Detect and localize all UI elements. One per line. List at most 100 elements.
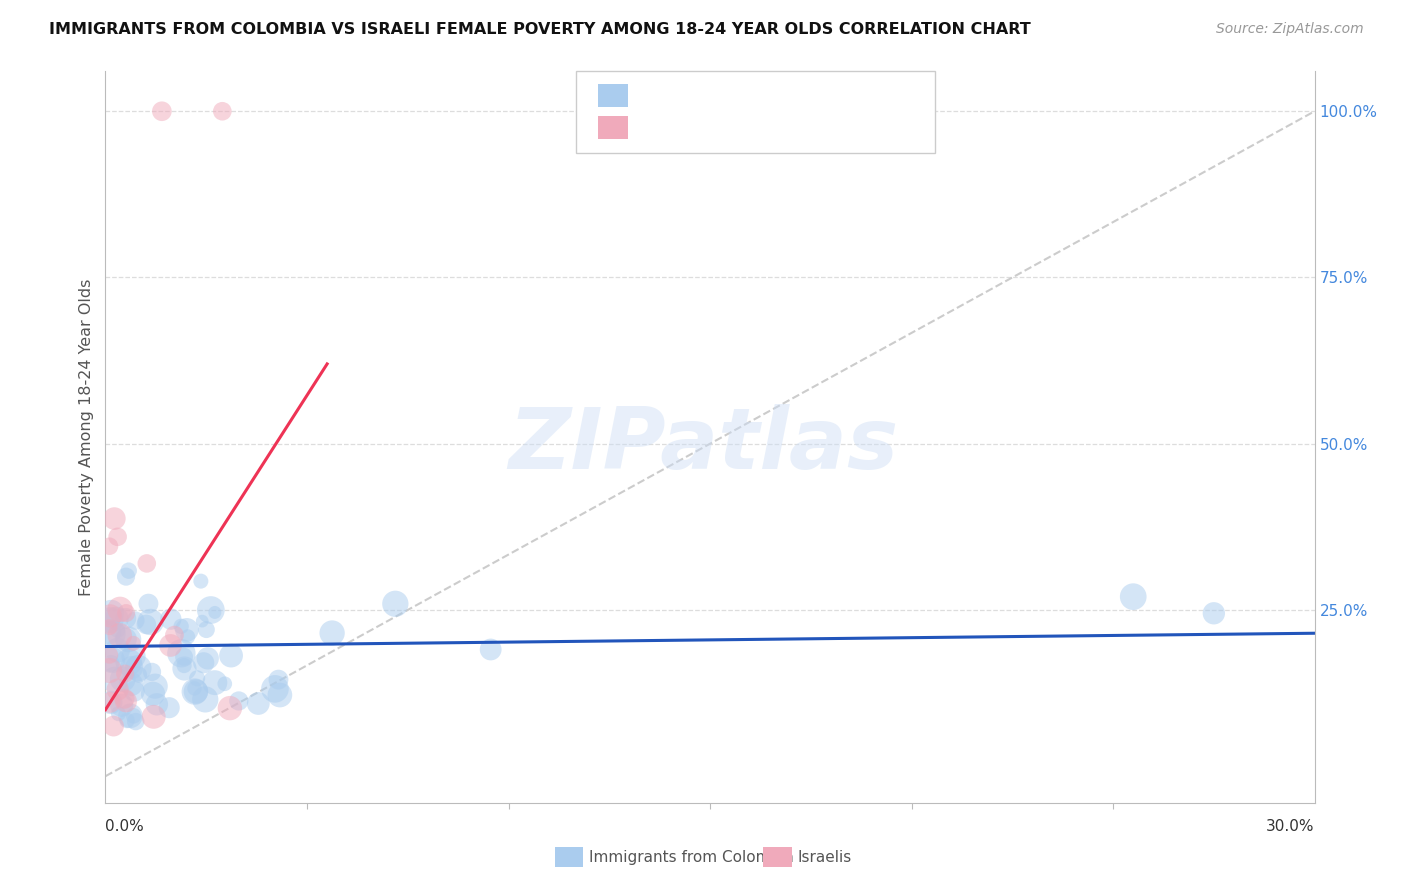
- Point: [269, 688, 291, 702]
- Point: [184, 684, 207, 698]
- Point: [170, 646, 193, 660]
- Point: [108, 602, 131, 616]
- Text: N =: N =: [747, 87, 799, 104]
- Point: [141, 665, 163, 679]
- Point: [118, 564, 141, 578]
- Point: [115, 694, 138, 708]
- Point: [107, 624, 129, 638]
- Point: [384, 597, 406, 611]
- Text: 30.0%: 30.0%: [1267, 820, 1315, 834]
- Point: [128, 667, 150, 681]
- Point: [247, 697, 270, 711]
- Point: [142, 687, 165, 701]
- Point: [98, 648, 121, 662]
- Point: [135, 557, 157, 571]
- Point: [114, 666, 136, 681]
- Point: [101, 653, 124, 667]
- Point: [214, 677, 236, 691]
- Point: [177, 630, 200, 644]
- Point: [98, 608, 121, 623]
- Point: [184, 684, 207, 698]
- Point: [115, 606, 138, 620]
- Text: ZIPatlas: ZIPatlas: [508, 404, 898, 488]
- Text: 0.335: 0.335: [679, 119, 735, 136]
- Point: [186, 671, 208, 685]
- Point: [120, 677, 142, 691]
- Point: [183, 681, 205, 696]
- Text: Immigrants from Colombia: Immigrants from Colombia: [589, 850, 794, 864]
- Point: [135, 617, 157, 632]
- Point: [173, 661, 195, 675]
- Point: [122, 636, 145, 650]
- Point: [197, 651, 219, 665]
- Point: [157, 700, 180, 714]
- Point: [107, 706, 129, 721]
- Point: [1202, 607, 1225, 621]
- Point: [264, 681, 287, 696]
- Point: [127, 661, 149, 675]
- Point: [107, 682, 129, 697]
- Text: N =: N =: [747, 119, 799, 136]
- Point: [100, 695, 122, 709]
- Point: [204, 675, 226, 690]
- Point: [103, 719, 125, 733]
- Text: R =: R =: [637, 119, 676, 136]
- Point: [200, 603, 222, 617]
- Point: [114, 611, 136, 625]
- Point: [163, 628, 186, 642]
- Point: [193, 656, 215, 670]
- Point: [170, 619, 193, 633]
- Point: [194, 692, 217, 706]
- Point: [98, 625, 121, 640]
- Point: [100, 613, 122, 627]
- Point: [173, 658, 195, 673]
- Point: [142, 710, 165, 724]
- Point: [176, 623, 198, 637]
- Point: [124, 684, 146, 698]
- Point: [107, 643, 129, 657]
- Point: [105, 612, 128, 626]
- Point: [117, 632, 139, 647]
- Point: [124, 614, 146, 628]
- Point: [108, 628, 131, 642]
- Point: [98, 664, 121, 678]
- Point: [118, 655, 141, 669]
- Point: [120, 709, 142, 723]
- Point: [219, 648, 242, 663]
- Point: [107, 530, 129, 544]
- Point: [211, 104, 233, 119]
- Point: [143, 679, 166, 693]
- Text: Source: ZipAtlas.com: Source: ZipAtlas.com: [1216, 22, 1364, 37]
- Point: [146, 698, 169, 712]
- Point: [195, 623, 218, 637]
- Text: 0.029: 0.029: [679, 87, 735, 104]
- Point: [100, 657, 122, 671]
- Point: [111, 672, 134, 686]
- Y-axis label: Female Poverty Among 18-24 Year Olds: Female Poverty Among 18-24 Year Olds: [79, 278, 94, 596]
- Point: [228, 694, 250, 708]
- Point: [114, 691, 136, 706]
- Point: [115, 714, 138, 728]
- Point: [115, 569, 138, 583]
- Point: [159, 639, 181, 653]
- Point: [114, 632, 136, 646]
- Text: 72: 72: [799, 87, 824, 104]
- Point: [139, 615, 162, 629]
- Text: Israelis: Israelis: [797, 850, 852, 864]
- Point: [122, 649, 145, 664]
- Text: 24: 24: [799, 119, 824, 136]
- Point: [173, 649, 195, 664]
- Point: [111, 698, 134, 713]
- Point: [150, 104, 173, 119]
- Point: [100, 606, 122, 620]
- Point: [160, 612, 183, 626]
- Point: [122, 708, 145, 723]
- Point: [321, 626, 343, 640]
- Point: [125, 714, 148, 729]
- Point: [98, 620, 121, 634]
- Point: [98, 539, 121, 553]
- Point: [103, 511, 125, 525]
- Point: [121, 660, 143, 674]
- Point: [138, 597, 160, 611]
- Point: [191, 614, 214, 628]
